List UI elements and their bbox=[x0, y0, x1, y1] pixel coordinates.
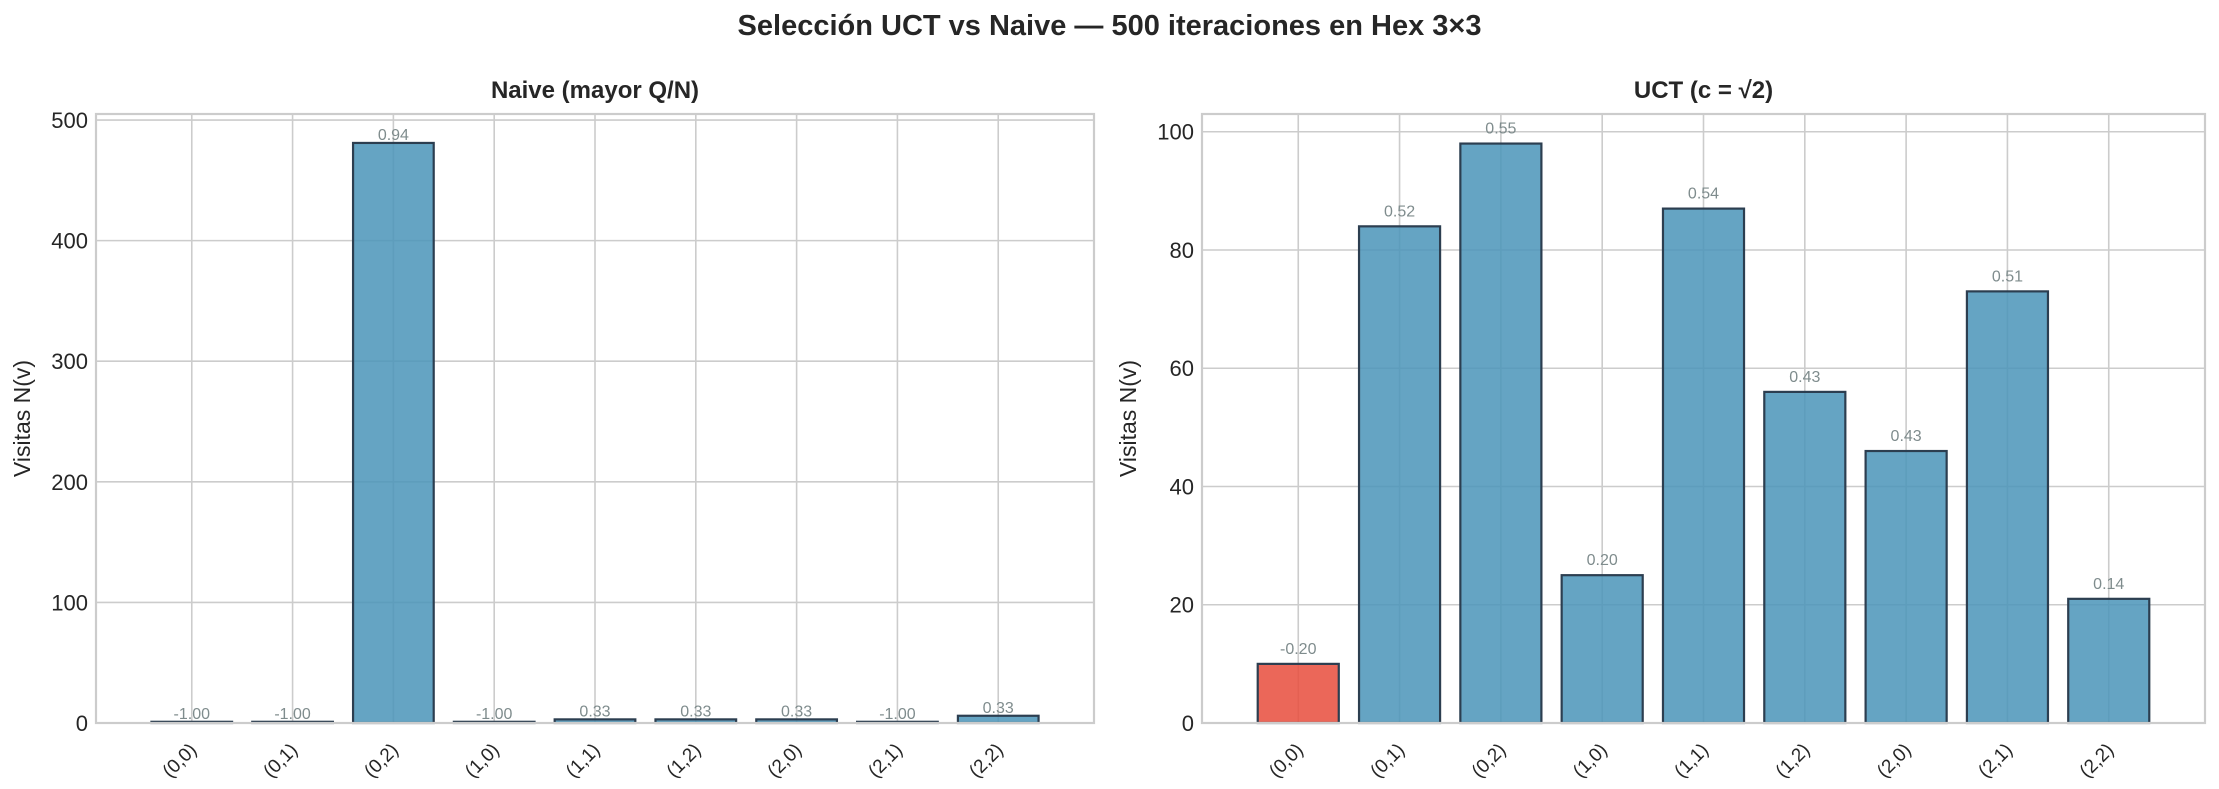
bar-value-label: 0.33 bbox=[781, 703, 812, 720]
x-tick-label: (2,0) bbox=[1873, 740, 1915, 782]
y-tick-label: 0 bbox=[76, 711, 88, 736]
bar-value-label: 0.33 bbox=[579, 703, 610, 720]
x-tick-label: (1,1) bbox=[562, 740, 604, 782]
chart-title-naive: Naive (mayor Q/N) bbox=[491, 77, 699, 104]
plot-frame bbox=[94, 112, 1096, 725]
bar-value-label: -1.00 bbox=[879, 706, 916, 723]
x-tick-label: (2,2) bbox=[965, 740, 1007, 782]
bar-1-2 bbox=[1763, 390, 1847, 725]
x-tick-label: (0,1) bbox=[1367, 740, 1409, 782]
figure-title: Selección UCT vs Naive — 500 iteraciones… bbox=[737, 10, 1482, 42]
chart-naive: Naive (mayor Q/N) 0 100 200 300 400 500 -1.00 (0… bbox=[9, 77, 1096, 782]
bar-0-2 bbox=[351, 141, 435, 725]
y-tick-label: 80 bbox=[1170, 238, 1194, 263]
bar-value-label: -1.00 bbox=[274, 706, 311, 723]
x-tick-label: (0,2) bbox=[1468, 740, 1510, 782]
bar-value-label: 0.52 bbox=[1384, 203, 1415, 220]
bar-value-label: 0.33 bbox=[680, 703, 711, 720]
x-tick-label: (1,2) bbox=[663, 740, 705, 782]
bar-2-2 bbox=[2067, 597, 2151, 725]
bar-value-label: 0.94 bbox=[378, 127, 409, 144]
bar-value-label: -1.00 bbox=[476, 706, 513, 723]
bar-value-label: 0.43 bbox=[1891, 428, 1922, 445]
x-tick-label: (2,1) bbox=[1974, 740, 2016, 782]
x-tick-label: (0,0) bbox=[159, 740, 201, 782]
x-tick-label: (2,0) bbox=[764, 740, 806, 782]
bar-value-label: 0.43 bbox=[1789, 369, 1820, 386]
y-tick-label: 100 bbox=[1157, 120, 1194, 145]
y-axis-label: Visitas N(v) bbox=[9, 360, 35, 477]
x-tick-label: (2,1) bbox=[864, 740, 906, 782]
y-tick-label: 200 bbox=[51, 470, 88, 495]
x-tick-label: (0,0) bbox=[1265, 740, 1307, 782]
bar-2-0 bbox=[1864, 449, 1948, 725]
x-tick-label: (0,1) bbox=[260, 740, 302, 782]
y-tick-label: 40 bbox=[1170, 474, 1194, 499]
bar-value-label: -1.00 bbox=[174, 706, 211, 723]
x-tick-label: (1,1) bbox=[1671, 740, 1713, 782]
bar-0-0 bbox=[1256, 662, 1340, 725]
bar-value-label: 0.54 bbox=[1688, 186, 1719, 203]
bar-0-2 bbox=[1459, 142, 1543, 725]
bar-value-label: 0.14 bbox=[2093, 576, 2124, 593]
chart-title-uct: UCT (c = √2) bbox=[1634, 77, 1773, 104]
y-tick-label: 100 bbox=[51, 590, 88, 615]
y-tick-label: 400 bbox=[51, 229, 88, 254]
y-axis-label: Visitas N(v) bbox=[1115, 360, 1141, 477]
bar-value-label: 0.20 bbox=[1587, 552, 1618, 569]
x-tick-label: (1,0) bbox=[461, 740, 503, 782]
bar-value-label: 0.55 bbox=[1485, 121, 1516, 138]
plot-frame bbox=[1200, 112, 2207, 725]
bar-value-label: 0.33 bbox=[983, 700, 1014, 717]
y-tick-label: 60 bbox=[1170, 356, 1194, 381]
bar-1-0 bbox=[1560, 574, 1644, 725]
bar-0-1 bbox=[1357, 225, 1442, 725]
x-tick-label: (2,2) bbox=[2076, 740, 2118, 782]
bar-value-label: 0.51 bbox=[1992, 268, 2023, 285]
y-tick-label: 300 bbox=[51, 349, 88, 374]
x-tick-label: (1,2) bbox=[1772, 740, 1814, 782]
y-tick-label: 0 bbox=[1182, 711, 1194, 736]
bar-2-1 bbox=[1965, 290, 2050, 725]
y-tick-label: 20 bbox=[1170, 593, 1194, 618]
chart-uct: UCT (c = √2) 0 20 40 60 80 100 -0.20 (0,0) 0.52 (0… bbox=[1115, 77, 2207, 782]
x-tick-label: (0,2) bbox=[360, 740, 402, 782]
bar-1-1 bbox=[1661, 207, 1746, 725]
x-tick-label: (1,0) bbox=[1569, 740, 1611, 782]
y-tick-label: 500 bbox=[51, 108, 88, 133]
bar-value-label: -0.20 bbox=[1280, 641, 1317, 658]
